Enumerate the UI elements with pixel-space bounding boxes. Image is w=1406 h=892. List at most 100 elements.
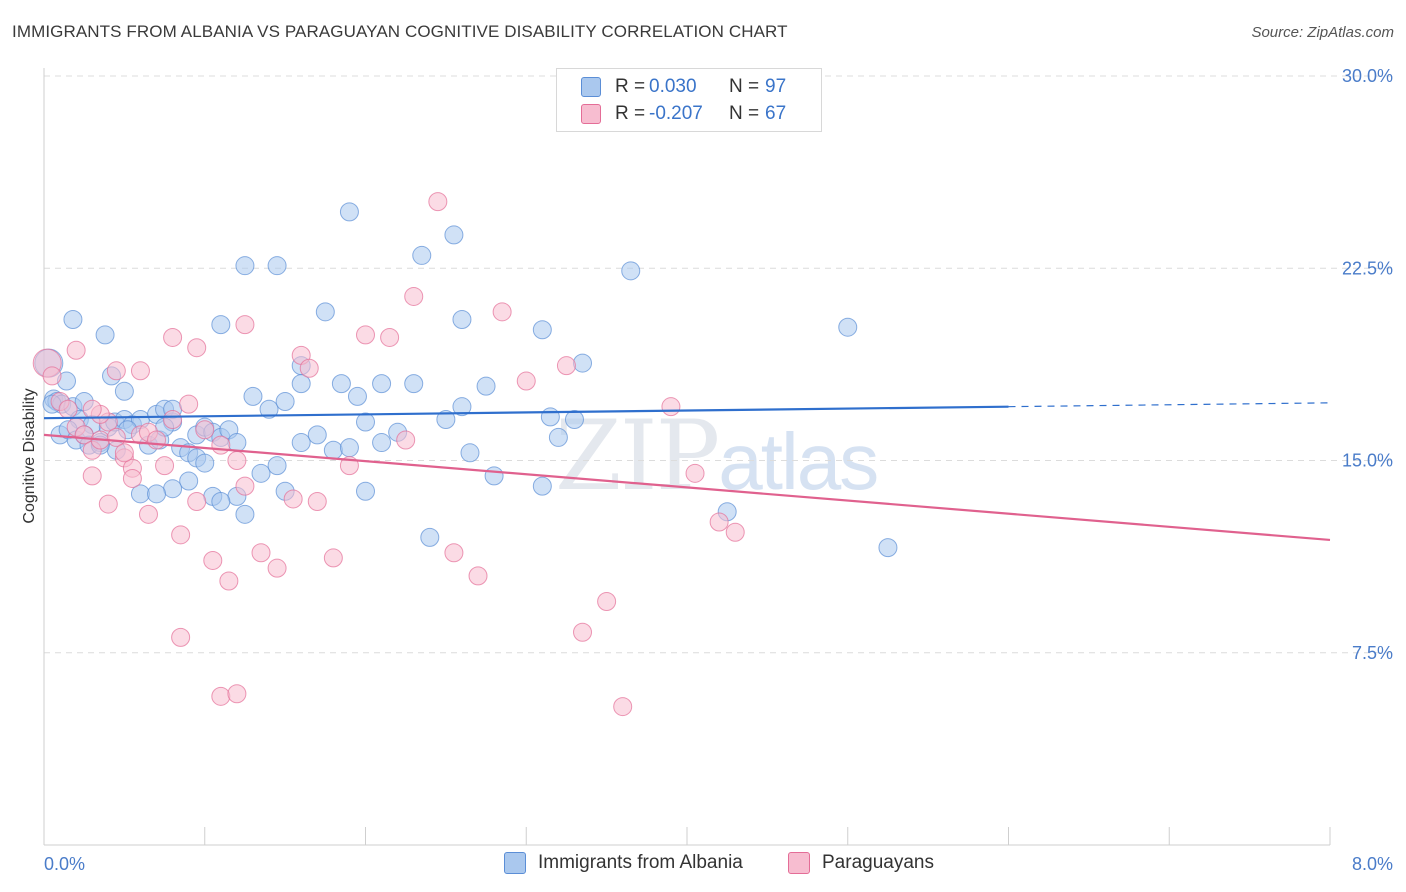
point-paraguayans (235, 315, 255, 335)
point-albania (548, 427, 568, 447)
legend-n-value: 67 (765, 103, 787, 124)
point-paraguayans (597, 591, 617, 611)
point-albania (476, 376, 496, 396)
point-albania (251, 463, 271, 483)
x-tick-label-min: 0.0% (44, 854, 85, 874)
legend-n-label: N = (729, 76, 760, 97)
legend-r-value: -0.207 (649, 103, 703, 124)
point-albania (259, 399, 279, 419)
point-paraguayans (685, 463, 705, 483)
point-paraguayans (573, 622, 593, 642)
point-paraguayans (42, 366, 62, 386)
legend-swatch-albania (581, 77, 601, 97)
point-albania (339, 438, 359, 458)
legend-swatch-paraguayans (581, 104, 601, 124)
bottom-legend-albania: Immigrants from Albania (504, 850, 743, 876)
point-paraguayans (323, 548, 343, 568)
point-paraguayans (307, 492, 327, 512)
point-albania (291, 433, 311, 453)
point-paraguayans (444, 543, 464, 563)
point-albania (275, 392, 295, 412)
point-albania (179, 471, 199, 491)
point-paraguayans (130, 361, 150, 381)
point-albania (323, 440, 343, 460)
legend-n-label: N = (729, 103, 760, 124)
point-paraguayans (613, 697, 633, 717)
point-albania (227, 433, 247, 453)
point-paraguayans (283, 489, 303, 509)
point-albania (573, 353, 593, 373)
point-albania (315, 302, 335, 322)
gridlines (44, 75, 1392, 654)
point-paraguayans (122, 468, 142, 488)
point-albania (372, 433, 392, 453)
point-albania (540, 407, 560, 427)
point-albania (412, 245, 432, 265)
legend-row-albania: R = 0.030 N = 97 (581, 75, 786, 99)
point-albania (878, 538, 898, 558)
point-paraguayans (98, 494, 118, 514)
axis-labels: 7.5% 15.0% 22.5% 30.0% 0.0% 8.0% Cognitive Dis… (21, 66, 1393, 874)
point-paraguayans (267, 558, 287, 578)
y-tick-label: 7.5% (1352, 643, 1393, 663)
point-albania (356, 412, 375, 432)
point-paraguayans (82, 399, 102, 419)
point-paraguayans (163, 409, 183, 429)
point-albania (532, 476, 552, 496)
point-paraguayans (725, 522, 745, 542)
point-albania (147, 484, 167, 504)
point-albania (267, 256, 287, 276)
point-paraguayans (138, 504, 158, 524)
point-albania (243, 386, 263, 406)
point-albania (420, 527, 440, 547)
trend-lines (43, 402, 1331, 542)
legend-r-value: 0.030 (649, 76, 697, 97)
point-paraguayans (211, 686, 231, 706)
bottom-legend-swatch-paraguayans (788, 852, 810, 874)
y-axis-title: Cognitive Disability (21, 388, 38, 523)
chart-title: IMMIGRANTS FROM ALBANIA VS PARAGUAYAN CO… (12, 22, 788, 41)
point-albania (838, 317, 858, 337)
point-paraguayans (187, 338, 207, 358)
series-albania-points (34, 202, 898, 558)
y-tick-label: 15.0% (1342, 451, 1393, 471)
point-paraguayans (251, 543, 271, 563)
point-paraguayans (147, 430, 167, 450)
y-tick-label: 22.5% (1342, 258, 1393, 278)
point-paraguayans (396, 430, 416, 450)
point-paraguayans (219, 571, 239, 591)
point-paraguayans (227, 451, 247, 470)
point-paraguayans (356, 325, 375, 345)
point-paraguayans (404, 286, 424, 306)
point-albania (163, 479, 183, 499)
point-paraguayans (171, 525, 191, 545)
point-paraguayans (428, 192, 448, 212)
point-albania (95, 325, 115, 345)
legend-n-value: 97 (765, 76, 787, 97)
bottom-legend-label-albania: Immigrants from Albania (538, 852, 743, 873)
point-albania (267, 456, 287, 476)
point-paraguayans (82, 466, 102, 486)
legend-r-label: R = (615, 103, 646, 124)
point-paraguayans (516, 371, 536, 391)
bottom-legend-paraguayans: Paraguayans (788, 850, 934, 876)
point-albania (372, 374, 392, 394)
point-paraguayans (211, 435, 231, 455)
y-tick-label: 30.0% (1342, 66, 1393, 86)
point-paraguayans (380, 327, 400, 347)
point-paraguayans (114, 443, 134, 463)
point-albania (195, 453, 215, 473)
axes (43, 68, 1331, 846)
point-albania (356, 481, 375, 501)
point-albania (211, 315, 231, 335)
point-albania (291, 374, 311, 394)
trend-line-albania (43, 405, 1009, 420)
point-paraguayans (171, 627, 191, 647)
bottom-legend-swatch-albania (504, 852, 526, 874)
point-paraguayans (468, 566, 488, 586)
point-albania (444, 225, 464, 245)
point-albania (564, 409, 584, 429)
point-paraguayans (163, 327, 183, 347)
point-paraguayans (299, 358, 319, 378)
trend-line-paraguayans (43, 433, 1331, 542)
